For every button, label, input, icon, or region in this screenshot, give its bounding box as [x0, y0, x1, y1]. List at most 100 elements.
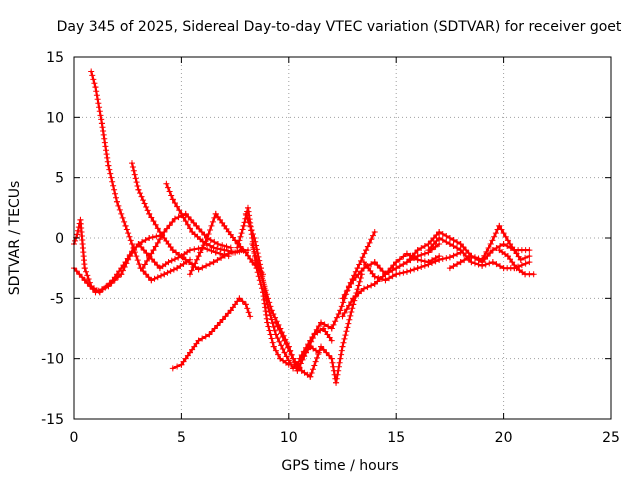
data-point-marker	[296, 355, 303, 362]
data-point-marker	[235, 241, 242, 248]
data-point-marker	[489, 247, 496, 254]
data-point-marker	[336, 359, 343, 366]
data-point-marker	[515, 253, 522, 260]
data-point-marker	[195, 337, 202, 344]
data-point-marker	[347, 312, 354, 319]
data-point-marker	[141, 261, 148, 268]
data-point-marker	[296, 364, 303, 371]
data-point-marker	[168, 257, 175, 264]
data-point-marker	[312, 358, 319, 365]
data-point-marker	[204, 235, 211, 241]
data-point-marker	[340, 299, 347, 306]
data-point-marker	[421, 243, 428, 250]
data-point-marker	[196, 225, 203, 232]
data-point-marker	[150, 247, 157, 254]
data-point-marker	[185, 259, 192, 266]
data-point-marker	[127, 237, 134, 244]
data-point-marker	[418, 245, 425, 252]
data-point-marker	[207, 226, 214, 233]
data-point-marker	[163, 238, 170, 245]
data-point-marker	[363, 247, 370, 254]
data-point-marker	[307, 373, 314, 380]
data-point-marker	[186, 271, 193, 278]
data-point-marker	[265, 295, 272, 302]
data-point-marker	[180, 260, 187, 267]
data-point-marker	[123, 260, 130, 267]
data-point-marker	[96, 104, 103, 111]
data-point-marker	[418, 251, 425, 258]
data-point-marker	[191, 343, 198, 350]
data-point-marker	[255, 263, 262, 270]
data-point-marker	[217, 216, 224, 223]
data-point-marker	[403, 250, 410, 257]
data-point-marker	[217, 250, 224, 257]
data-point-marker	[98, 116, 105, 123]
data-point-marker	[454, 251, 461, 258]
data-point-marker	[262, 287, 269, 294]
data-point-marker	[96, 108, 103, 115]
data-point-marker	[138, 193, 145, 200]
data-point-marker	[374, 262, 381, 269]
data-point-marker	[245, 309, 252, 316]
data-point-marker	[133, 179, 140, 186]
data-point-marker	[182, 355, 189, 362]
data-series-track-16	[339, 250, 443, 320]
data-point-marker	[91, 80, 98, 87]
data-point-marker	[105, 283, 112, 290]
data-point-marker	[446, 241, 453, 248]
data-point-marker	[103, 147, 110, 154]
data-point-marker	[245, 218, 252, 225]
data-point-marker	[450, 243, 457, 250]
data-point-marker	[355, 271, 362, 278]
data-point-marker	[418, 263, 425, 270]
data-point-marker	[108, 280, 115, 287]
data-point-marker	[174, 265, 181, 272]
data-point-marker	[526, 253, 533, 260]
data-point-marker	[507, 256, 514, 263]
data-point-marker	[239, 226, 246, 233]
data-point-marker	[361, 250, 368, 257]
data-point-marker	[454, 261, 461, 268]
data-point-marker	[429, 259, 435, 266]
data-point-marker	[217, 246, 224, 253]
data-point-marker	[210, 259, 217, 266]
data-point-marker	[134, 257, 141, 264]
data-point-marker	[489, 237, 496, 244]
data-point-marker	[234, 244, 241, 251]
data-point-marker	[240, 222, 247, 229]
data-point-marker	[305, 341, 312, 348]
data-point-marker	[332, 318, 339, 325]
data-point-marker	[232, 301, 239, 308]
data-point-marker	[460, 250, 467, 257]
data-point-marker	[189, 346, 196, 353]
data-point-marker	[436, 256, 443, 263]
data-point-marker	[337, 307, 344, 314]
data-point-marker	[498, 226, 505, 233]
data-point-marker	[290, 355, 297, 362]
data-point-marker	[337, 355, 344, 362]
data-point-marker	[214, 241, 221, 248]
data-point-marker	[487, 241, 494, 248]
data-point-marker	[87, 283, 94, 290]
data-point-marker	[433, 238, 440, 245]
tick-labels: 0 5 10 15 20 25 15 10 5 0 -5 -10 -15	[41, 50, 620, 446]
x-tick-label: 5	[177, 430, 186, 446]
x-tick-label: 20	[495, 430, 513, 446]
data-point-marker	[171, 256, 178, 263]
data-point-marker	[208, 247, 215, 254]
data-point-marker	[270, 343, 277, 350]
data-point-marker	[254, 259, 261, 266]
data-series-track-13	[272, 271, 365, 386]
data-point-marker	[414, 256, 421, 263]
data-point-marker	[377, 265, 384, 272]
data-point-marker	[148, 250, 155, 257]
data-point-marker	[321, 321, 328, 328]
data-point-marker	[209, 328, 216, 335]
data-point-marker	[214, 213, 221, 220]
data-point-marker	[400, 253, 407, 260]
data-point-marker	[346, 316, 353, 323]
data-point-marker	[237, 233, 244, 240]
data-point-marker	[179, 212, 186, 219]
data-point-marker	[409, 253, 416, 260]
